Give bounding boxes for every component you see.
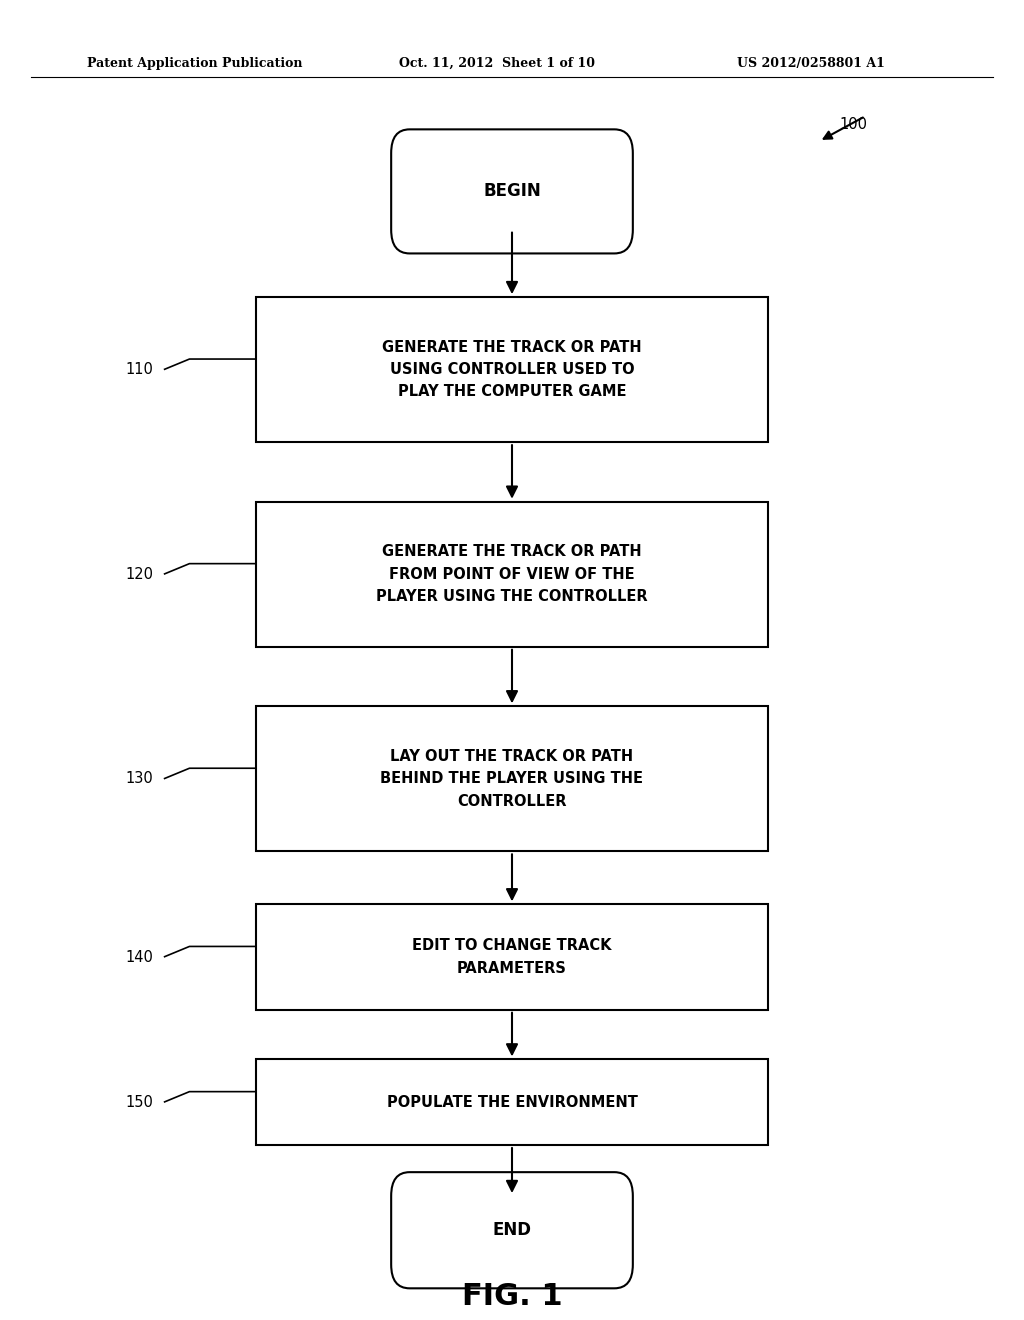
Text: GENERATE THE TRACK OR PATH
FROM POINT OF VIEW OF THE
PLAYER USING THE CONTROLLER: GENERATE THE TRACK OR PATH FROM POINT OF… [376,544,648,605]
Text: LAY OUT THE TRACK OR PATH
BEHIND THE PLAYER USING THE
CONTROLLER: LAY OUT THE TRACK OR PATH BEHIND THE PLA… [381,750,643,808]
FancyBboxPatch shape [391,129,633,253]
Text: Patent Application Publication: Patent Application Publication [87,57,302,70]
FancyBboxPatch shape [391,1172,633,1288]
Text: US 2012/0258801 A1: US 2012/0258801 A1 [737,57,885,70]
Bar [256,297,768,442]
Text: 140: 140 [126,949,154,965]
Bar [256,1059,768,1144]
Text: 120: 120 [126,566,154,582]
Text: 130: 130 [126,771,154,787]
Text: EDIT TO CHANGE TRACK
PARAMETERS: EDIT TO CHANGE TRACK PARAMETERS [413,939,611,975]
Text: 100: 100 [840,117,867,132]
Text: Oct. 11, 2012  Sheet 1 of 10: Oct. 11, 2012 Sheet 1 of 10 [399,57,595,70]
Text: 110: 110 [126,362,154,378]
Bar [256,502,768,647]
Bar [256,904,768,1010]
Text: GENERATE THE TRACK OR PATH
USING CONTROLLER USED TO
PLAY THE COMPUTER GAME: GENERATE THE TRACK OR PATH USING CONTROL… [382,339,642,400]
Text: FIG. 1: FIG. 1 [462,1282,562,1311]
Bar [256,706,768,851]
Text: END: END [493,1221,531,1239]
Text: 150: 150 [126,1094,154,1110]
Text: BEGIN: BEGIN [483,182,541,201]
Text: POPULATE THE ENVIRONMENT: POPULATE THE ENVIRONMENT [387,1094,637,1110]
